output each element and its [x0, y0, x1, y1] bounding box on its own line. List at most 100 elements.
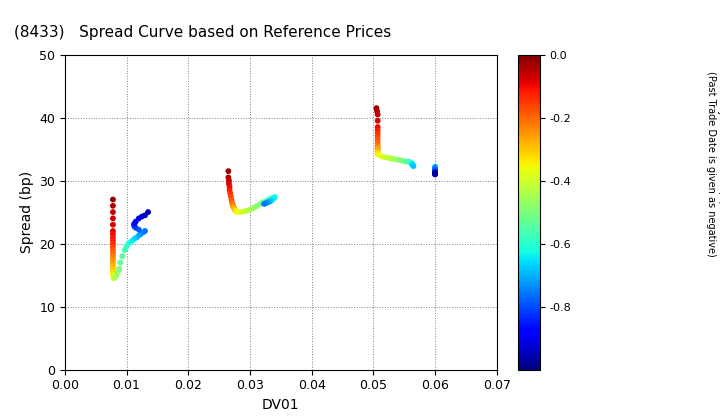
- Point: [133, 226, 145, 233]
- Point: [114, 259, 126, 266]
- Point: [226, 199, 238, 206]
- Point: [129, 223, 140, 230]
- Point: [429, 163, 441, 170]
- Point: [119, 247, 130, 253]
- Point: [407, 161, 418, 168]
- Point: [372, 150, 384, 157]
- Point: [107, 247, 119, 253]
- Point: [372, 147, 384, 154]
- Point: [111, 272, 122, 278]
- Point: [108, 273, 120, 280]
- Point: [429, 166, 441, 173]
- Point: [372, 123, 384, 130]
- Point: [131, 234, 143, 241]
- Point: [130, 224, 142, 231]
- X-axis label: DV01: DV01: [262, 398, 300, 412]
- Point: [269, 194, 280, 200]
- Point: [256, 199, 268, 206]
- Point: [372, 151, 384, 158]
- Point: [429, 171, 441, 178]
- Point: [383, 155, 395, 161]
- Point: [429, 168, 441, 175]
- Point: [429, 170, 441, 176]
- Point: [107, 259, 119, 266]
- Point: [429, 169, 441, 176]
- Point: [107, 240, 119, 247]
- Point: [139, 212, 150, 218]
- Point: [138, 229, 149, 236]
- Point: [372, 149, 384, 155]
- Point: [372, 117, 384, 124]
- Point: [372, 146, 384, 152]
- Point: [372, 111, 384, 118]
- Point: [227, 201, 238, 208]
- Point: [261, 199, 273, 206]
- Point: [107, 249, 119, 256]
- Point: [136, 213, 148, 220]
- Point: [143, 209, 154, 215]
- Point: [263, 196, 274, 203]
- Point: [403, 158, 415, 165]
- Point: [374, 152, 385, 159]
- Text: Time in years between 5/2/2025 and Trade Date
(Past Trade Date is given as negat: Time in years between 5/2/2025 and Trade…: [706, 71, 720, 307]
- Point: [107, 234, 119, 241]
- Point: [398, 158, 410, 164]
- Point: [228, 203, 239, 210]
- Point: [117, 253, 128, 260]
- Point: [372, 144, 384, 151]
- Point: [372, 142, 384, 149]
- Point: [128, 221, 140, 228]
- Point: [230, 207, 241, 213]
- Point: [229, 205, 240, 212]
- Point: [406, 160, 418, 166]
- Point: [113, 265, 125, 272]
- Point: [235, 209, 246, 215]
- Point: [222, 174, 234, 181]
- Point: [268, 195, 279, 202]
- Point: [228, 204, 240, 211]
- Point: [230, 208, 242, 215]
- Point: [429, 170, 441, 177]
- Point: [372, 130, 384, 137]
- Point: [429, 165, 441, 171]
- Point: [125, 238, 137, 245]
- Point: [107, 269, 119, 276]
- Point: [402, 158, 413, 165]
- Point: [429, 168, 441, 175]
- Point: [263, 199, 274, 205]
- Point: [121, 243, 132, 250]
- Point: [380, 154, 392, 160]
- Point: [107, 196, 119, 203]
- Point: [133, 232, 145, 239]
- Point: [377, 153, 388, 160]
- Point: [130, 218, 142, 225]
- Point: [372, 108, 383, 115]
- Point: [129, 220, 140, 227]
- Point: [109, 275, 120, 281]
- Point: [107, 262, 119, 269]
- Point: [405, 159, 416, 166]
- Point: [225, 193, 237, 199]
- Point: [251, 203, 262, 210]
- Point: [429, 166, 441, 173]
- Point: [390, 156, 401, 163]
- Point: [224, 184, 235, 190]
- Point: [266, 197, 277, 203]
- Point: [223, 177, 235, 184]
- Point: [129, 235, 140, 242]
- Point: [407, 161, 418, 168]
- Point: [241, 207, 253, 214]
- Point: [244, 206, 256, 213]
- Point: [247, 205, 258, 212]
- Point: [372, 127, 384, 134]
- Point: [371, 105, 382, 112]
- Point: [224, 186, 235, 193]
- Point: [107, 228, 119, 234]
- Point: [107, 209, 119, 215]
- Point: [407, 160, 418, 167]
- Point: [107, 253, 119, 260]
- Point: [122, 240, 134, 247]
- Point: [429, 170, 441, 176]
- Y-axis label: Spread (bp): Spread (bp): [19, 171, 34, 253]
- Point: [372, 133, 384, 140]
